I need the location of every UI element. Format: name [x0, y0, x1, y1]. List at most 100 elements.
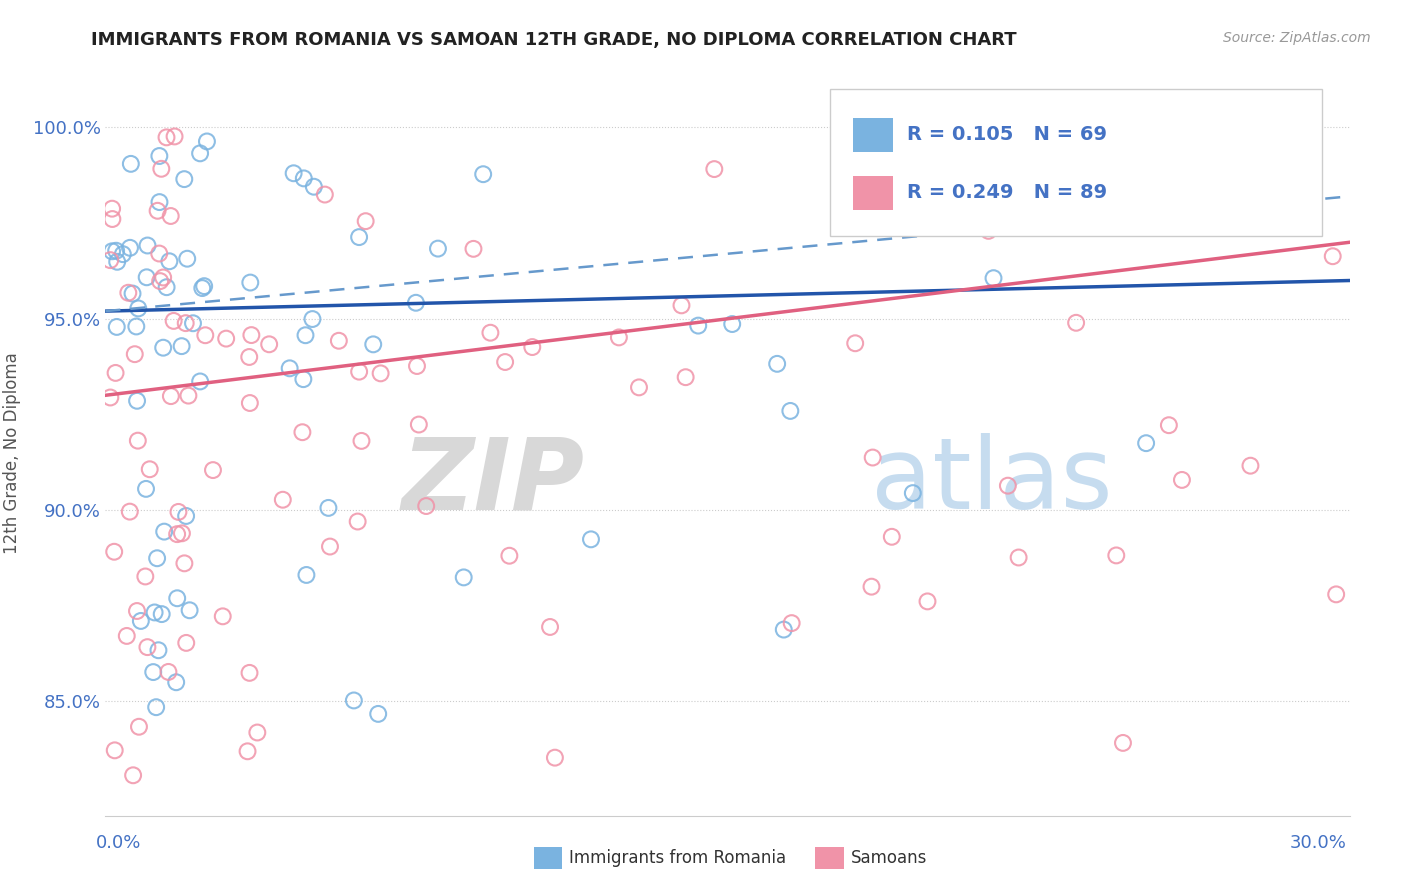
Point	[354, 214, 377, 228]
Point	[427, 242, 450, 256]
Point	[193, 279, 215, 293]
Point	[170, 526, 193, 541]
Point	[148, 195, 170, 210]
Point	[862, 450, 884, 465]
Point	[152, 270, 174, 285]
Point	[143, 606, 166, 620]
Point	[167, 505, 190, 519]
Point	[319, 540, 342, 554]
Point	[215, 332, 238, 346]
Text: Source: ZipAtlas.com: Source: ZipAtlas.com	[1223, 31, 1371, 45]
Point	[146, 203, 169, 218]
Point	[134, 569, 156, 583]
Point	[1324, 587, 1347, 601]
Point	[201, 463, 224, 477]
Point	[406, 359, 429, 373]
Point	[122, 768, 145, 782]
Point	[157, 665, 180, 679]
Point	[1105, 549, 1128, 563]
Point	[860, 580, 883, 594]
Point	[163, 314, 186, 328]
Point	[607, 330, 630, 344]
Point	[135, 270, 157, 285]
Point	[211, 609, 233, 624]
Y-axis label: 12th Grade, No Diploma: 12th Grade, No Diploma	[3, 351, 21, 554]
Point	[1164, 186, 1187, 200]
Point	[370, 367, 392, 381]
Point	[148, 643, 170, 657]
Point	[283, 166, 305, 180]
Point	[128, 720, 150, 734]
Point	[174, 636, 197, 650]
Point	[121, 286, 143, 301]
Point	[278, 361, 301, 376]
Point	[314, 187, 336, 202]
Point	[155, 130, 177, 145]
Point	[153, 524, 176, 539]
Point	[301, 312, 323, 326]
Point	[498, 549, 520, 563]
Point	[146, 551, 169, 566]
Point	[997, 478, 1019, 492]
Text: IMMIGRANTS FROM ROMANIA VS SAMOAN 12TH GRADE, NO DIPLOMA CORRELATION CHART: IMMIGRANTS FROM ROMANIA VS SAMOAN 12TH G…	[91, 31, 1017, 49]
Point	[522, 340, 544, 354]
Point	[292, 372, 315, 386]
Point	[688, 318, 710, 333]
Point	[901, 486, 924, 500]
Point	[240, 328, 263, 343]
Point	[479, 326, 502, 340]
Point	[294, 328, 316, 343]
Point	[544, 750, 567, 764]
Text: 30.0%: 30.0%	[1291, 834, 1347, 852]
Point	[105, 244, 128, 258]
Point	[779, 404, 801, 418]
Point	[194, 328, 217, 343]
Point	[472, 167, 495, 181]
Point	[239, 396, 262, 410]
Point	[104, 743, 127, 757]
Point	[125, 604, 148, 618]
Point	[1159, 167, 1181, 181]
Point	[115, 629, 138, 643]
Point	[120, 157, 142, 171]
Point	[136, 238, 159, 252]
Point	[101, 244, 124, 259]
Point	[181, 316, 204, 330]
Point	[98, 391, 121, 405]
Point	[101, 202, 124, 216]
Point	[346, 515, 368, 529]
Point	[157, 254, 180, 268]
Point	[238, 665, 260, 680]
Point	[408, 417, 430, 432]
Point	[188, 146, 211, 161]
Point	[150, 161, 173, 176]
Point	[415, 499, 437, 513]
Point	[191, 281, 214, 295]
Point	[177, 389, 200, 403]
Text: R = 0.249   N = 89: R = 0.249 N = 89	[907, 183, 1107, 202]
Point	[1239, 458, 1261, 473]
Point	[367, 706, 389, 721]
Point	[246, 725, 269, 739]
Text: atlas: atlas	[870, 434, 1112, 530]
Point	[627, 380, 650, 394]
Point	[880, 530, 903, 544]
Point	[148, 149, 170, 163]
Point	[675, 370, 697, 384]
Point	[343, 693, 366, 707]
Point	[103, 545, 125, 559]
Point	[152, 341, 174, 355]
Point	[105, 254, 128, 268]
Point	[165, 675, 187, 690]
Point	[844, 336, 866, 351]
Point	[105, 320, 128, 334]
Text: Samoans: Samoans	[851, 849, 927, 867]
Point	[271, 492, 294, 507]
Point	[136, 640, 159, 654]
Point	[173, 172, 195, 186]
Point	[239, 276, 262, 290]
Point	[118, 505, 141, 519]
Point	[405, 295, 427, 310]
Point	[977, 224, 1000, 238]
Point	[1135, 436, 1157, 450]
